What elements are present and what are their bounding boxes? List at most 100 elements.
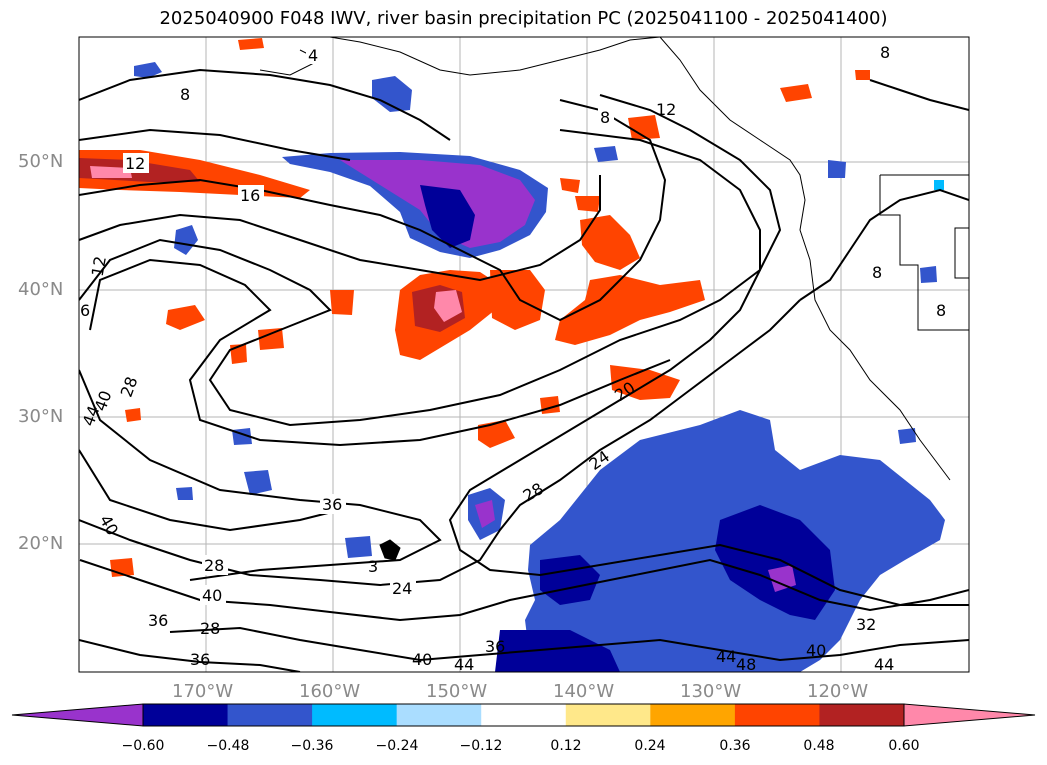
lon-label-170w: 170°W (172, 681, 234, 702)
iwv-contour-12-north (869, 79, 969, 111)
lon-label-150w: 150°W (426, 681, 488, 702)
lon-label-140w: 140°W (553, 681, 615, 702)
contour-label: 36 (190, 650, 210, 669)
coastline-west-america (659, 37, 951, 481)
contour-label: 8 (880, 43, 890, 62)
contour-label: 8 (872, 263, 882, 282)
pc-blob-neg-19 (898, 428, 916, 444)
pc-blob-pos-18 (258, 328, 284, 350)
pc-blob-neg-14 (244, 470, 272, 495)
pc-blob-neg-6 (174, 225, 198, 255)
colorbar-tick-label: 0.24 (634, 738, 666, 754)
pc-blob-neg-22 (934, 180, 944, 190)
pc-blob-pos-21 (125, 408, 141, 422)
coastlines (259, 37, 969, 561)
contour-label: 36 (148, 611, 168, 630)
pc-blob-neg-17 (345, 536, 372, 558)
pc-blob-pos-15 (575, 196, 600, 212)
colorbar-tick-label: 0.48 (803, 738, 835, 754)
colorbar-tick-label: −0.12 (459, 738, 503, 754)
pc-blob-neg-20 (920, 266, 937, 283)
pc-blob-neg-16 (176, 487, 193, 500)
colorbar-tick-label: −0.60 (121, 738, 165, 754)
lon-label-160w: 160°W (299, 681, 361, 702)
pc-blob-pos-13 (628, 115, 660, 140)
hawaii-islands (379, 539, 401, 561)
pc-blob-pos-23 (238, 38, 264, 50)
iwv-contour-24 (79, 94, 782, 427)
pc-blob-neg-21 (828, 160, 846, 178)
pc-blob-pos-8 (580, 215, 640, 270)
contour-label: 40 (412, 650, 432, 669)
contour-label: 8 (936, 301, 946, 320)
pc-blob-neg-12 (475, 500, 495, 528)
pc-blob-pos-16 (330, 290, 354, 315)
pc-blob-neg-4 (372, 76, 412, 112)
iwv-contour-40b (79, 449, 341, 532)
lon-label-120w: 120°W (807, 681, 869, 702)
contour-label: 32 (856, 615, 876, 634)
iwv-contour-12 (79, 128, 351, 161)
colorbar-tick-label: 0.36 (719, 738, 751, 754)
iwv-contour-44 (169, 626, 969, 662)
contour-label: 12 (125, 154, 145, 173)
contour-label: 28 (200, 619, 220, 638)
coastline-alaska (329, 37, 661, 76)
contour-label: 12 (88, 255, 110, 278)
pc-blob-pos-9 (555, 275, 705, 345)
iwv-contour-20b (448, 129, 969, 606)
iwv-contour-20 (79, 175, 601, 282)
colorbar-tick-label: −0.24 (375, 738, 419, 754)
lat-label-30n: 30°N (18, 406, 64, 427)
negative-pc-fields (134, 62, 945, 672)
border-us-states (879, 175, 969, 331)
lat-label-40n: 40°N (18, 279, 64, 300)
colorbar-tick-label: 0.12 (550, 738, 582, 754)
contour-label: 16 (240, 186, 260, 205)
contour-label: 8 (600, 108, 610, 127)
pc-blob-pos-14 (560, 178, 580, 193)
pc-blob-pos-10 (610, 365, 680, 400)
map-title: 2025040900 F048 IWV, river basin precipi… (159, 8, 888, 29)
iwv-contour-48 (79, 639, 301, 672)
pc-blob-pos-3 (90, 166, 132, 178)
pc-blob-pos-24 (855, 70, 870, 80)
border-state-box (954, 227, 969, 279)
contour-label: 48 (736, 655, 756, 674)
pc-blob-neg-18 (594, 146, 618, 162)
pc-blob-pos-20 (780, 84, 812, 102)
contour-label: 40 (202, 586, 222, 605)
lat-label-50n: 50°N (18, 151, 64, 172)
lat-label-20n: 20°N (18, 533, 64, 554)
contour-label: 40 (806, 641, 826, 660)
iwv-contour-8-land (799, 188, 969, 301)
lon-label-130w: 130°W (680, 681, 742, 702)
contour-label: 36 (322, 495, 342, 514)
contour-label: 44 (716, 647, 736, 666)
map-frame (78, 36, 970, 673)
contour-label: 6 (80, 301, 90, 320)
pc-blob-pos-7 (490, 270, 545, 330)
pc-blob-neg-3 (420, 185, 475, 248)
colorbar-tick-label: −0.48 (206, 738, 250, 754)
pc-blob-neg-8 (715, 505, 835, 620)
iwv-contour-40 (79, 558, 969, 622)
contour-label: 8 (180, 85, 190, 104)
contour-label: 44 (874, 655, 894, 674)
pc-blob-neg-10 (495, 630, 620, 672)
contour-label: 3 (368, 557, 378, 576)
iwv-contour-28 (89, 258, 671, 447)
iwv-contour-8 (79, 68, 451, 141)
pc-blob-pos-11 (478, 420, 515, 448)
contour-label: 36 (485, 637, 505, 656)
colorbar-tick-label: −0.36 (290, 738, 334, 754)
pc-blob-pos-6 (434, 290, 462, 322)
contour-label: 12 (656, 100, 676, 119)
iwv-contour-32 (79, 299, 801, 587)
contour-label: 4 (308, 46, 318, 65)
pc-blob-neg-5 (134, 62, 162, 78)
colorbar-tick-label: 0.60 (888, 738, 920, 754)
contour-label: 28 (204, 556, 224, 575)
map-plot-area: 4 8 8 12 12 16 12 6 8 8 8 28 40 44 20 24… (79, 37, 969, 674)
